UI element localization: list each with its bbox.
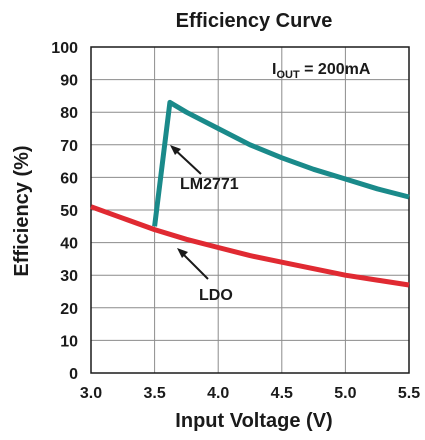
chart-title: Efficiency Curve xyxy=(176,10,333,32)
y-tick-label: 0 xyxy=(69,366,78,383)
y-tick-label: 80 xyxy=(60,105,78,122)
y-tick-label: 60 xyxy=(60,170,78,187)
condition-prefix: I xyxy=(272,61,276,78)
plot-frame xyxy=(90,46,410,374)
y-tick-label: 100 xyxy=(51,40,78,57)
grid xyxy=(90,46,410,374)
series-line-ldo xyxy=(90,204,410,288)
x-tick-label: 3.0 xyxy=(80,385,102,402)
ldo-callout-line xyxy=(179,250,209,280)
y-tick-label: 90 xyxy=(60,73,78,90)
x-tick-label: 4.5 xyxy=(271,385,293,402)
x-axis-title: Input Voltage (V) xyxy=(175,410,332,432)
x-tick-label: 3.5 xyxy=(143,385,165,402)
series-lines xyxy=(90,99,410,288)
lm2771-label: LM2771 xyxy=(180,176,239,193)
y-tick-label: 70 xyxy=(60,138,78,155)
y-tick-label: 50 xyxy=(60,203,78,220)
ldo-label: LDO xyxy=(199,287,233,304)
condition-subscript: OUT xyxy=(276,69,300,81)
lm2771-callout-arrowhead xyxy=(170,145,181,155)
y-tick-label: 20 xyxy=(60,301,78,318)
y-axis-title: Efficiency (%) xyxy=(11,145,33,276)
y-tick-label: 40 xyxy=(60,236,78,253)
x-tick-label: 5.5 xyxy=(398,385,420,402)
condition-suffix: = 200mA xyxy=(300,61,371,78)
x-tick-label: 4.0 xyxy=(207,385,229,402)
series-line-lm2771 xyxy=(152,99,410,227)
x-tick-label: 5.0 xyxy=(334,385,356,402)
y-tick-label: 10 xyxy=(60,333,78,350)
axis-ticks: 3.0 3.5 4.0 4.5 5.0 5.5 0 10 20 30 40 50 60 70 80 90 100 xyxy=(51,40,420,402)
ldo-callout-arrowhead xyxy=(177,248,188,258)
y-tick-label: 30 xyxy=(60,268,78,285)
condition-annotation: IOUT = 200mA xyxy=(272,61,371,81)
